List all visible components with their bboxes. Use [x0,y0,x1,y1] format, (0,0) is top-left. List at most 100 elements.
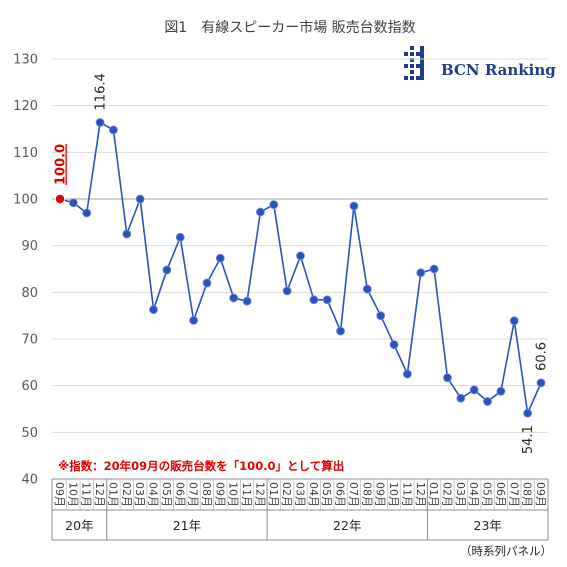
data-point [362,284,372,294]
data-point [416,268,426,278]
data-point [282,286,292,296]
data-point [68,198,78,208]
data-point [296,251,305,261]
data-label: 54.1 [521,425,536,454]
bcn-logo: BCN Ranking [404,46,556,80]
data-point [509,316,519,326]
data-point [269,200,279,210]
logo-dot [416,76,420,80]
data-point [309,295,319,305]
x-tick-label: 02月 [280,482,293,507]
data-point [376,311,386,321]
data-point [162,265,172,275]
x-tick-label: 11月 [80,482,93,507]
year-label: 22年 [333,518,361,533]
y-tick-label: 80 [21,286,38,301]
data-point [202,278,212,288]
data-point [429,264,439,274]
logo-dot [410,58,414,62]
y-tick-label: 100 [13,193,38,208]
data-label: 60.6 [535,342,550,371]
x-tick-label: 12月 [93,482,106,507]
data-point [242,296,252,306]
data-point [456,393,466,403]
logo-dot [404,64,408,68]
chart-title: 図1 有線スピーカー市場 販売台数指数 [164,19,415,36]
x-tick-label: 09月 [213,482,226,507]
series-line [59,121,542,415]
panel-note: （時系列パネル） [460,544,552,558]
x-tick-label: 06月 [173,482,186,507]
data-labels: 100.0 116.4 54.1 60.6 [54,73,550,454]
y-tick-label: 70 [21,333,38,348]
x-tick-label: 04月 [147,482,160,507]
logo-dot [410,52,414,56]
data-point [496,386,506,396]
index-note: ※指数：20年09月の販売台数を「100.0」として算出 [58,459,344,473]
data-point [402,369,412,379]
data-point [349,201,359,211]
x-tick-label: 05月 [320,482,333,507]
data-point [122,229,132,239]
x-tick-label: 07月 [187,482,200,507]
x-tick-label: 02月 [120,482,133,507]
x-tick-label: 01月 [106,482,119,507]
x-tick-label: 12月 [253,482,266,507]
data-point [469,385,479,395]
x-tick-label: 09月 [534,482,547,507]
series-layer [55,118,546,418]
data-label: 116.4 [94,73,109,110]
x-tick-label: 07月 [347,482,360,507]
data-point [322,295,332,305]
data-point [82,208,92,218]
x-tick-label: 09月 [374,482,387,507]
data-point [389,340,399,350]
logo-dot [404,76,408,80]
data-point [95,118,105,127]
x-tick-label: 11月 [240,482,253,507]
x-tick-label: 08月 [360,482,373,507]
x-tick-label: 10月 [227,482,240,507]
grid-lines [52,58,548,433]
y-axis-ticks: 130 120 110 100 90 80 70 60 50 40 [13,53,38,488]
y-tick-label: 40 [21,473,38,488]
y-tick-label: 110 [13,146,38,161]
logo-dot [410,76,414,80]
bcn-logo-text: BCN Ranking [441,61,556,79]
x-tick-label: 06月 [334,482,347,507]
y-tick-label: 60 [21,379,38,394]
logo-bar [420,46,424,80]
x-tick-label: 02月 [440,482,453,507]
x-tick-label: 10月 [66,482,79,507]
data-point-highlight [55,193,66,204]
bcn-logo-mark-icon [404,46,424,80]
year-label: 21年 [173,518,201,533]
logo-dot [410,46,414,50]
x-tick-label: 06月 [494,482,507,507]
base-value-label: 100.0 [54,144,69,185]
data-point [523,408,533,418]
x-tick-label: 01月 [267,482,280,507]
data-point [215,253,225,263]
data-point [109,125,118,135]
x-tick-label: 07月 [507,482,520,507]
x-tick-label: 04月 [467,482,480,507]
x-tick-label: 05月 [481,482,494,507]
x-tick-label: 01月 [427,482,440,507]
data-point [149,305,158,315]
year-label: 20年 [65,518,93,533]
x-tick-label: 05月 [160,482,173,507]
x-tick-label: 04月 [307,482,320,507]
x-tick-label: 12月 [414,482,427,507]
x-tick-label: 08月 [521,482,534,507]
data-point [256,207,265,217]
x-tick-label: 09月 [53,482,66,507]
x-tick-label: 03月 [294,482,307,507]
x-tick-label: 10月 [387,482,400,507]
logo-dot [416,52,420,56]
data-point [229,293,239,303]
x-tick-label: 08月 [200,482,213,507]
data-point [189,315,199,325]
logo-dot [410,64,414,68]
